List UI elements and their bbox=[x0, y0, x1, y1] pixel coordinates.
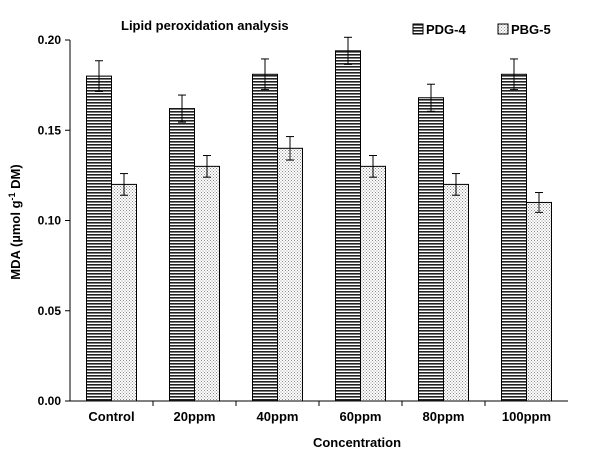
x-tick-label: 20ppm bbox=[174, 409, 216, 424]
y-axis-label: MDA (µmol g-1 DM) bbox=[7, 164, 23, 279]
axes: 0.00 0.05 0.10 0.15 0.20 Control 20ppm 40ppm 60p… bbox=[38, 33, 568, 424]
bar-pbg5 bbox=[443, 183, 469, 402]
x-tick-label: 80ppm bbox=[423, 409, 465, 424]
bar-pdg4 bbox=[418, 97, 444, 402]
bar-pdg4 bbox=[252, 73, 278, 402]
bar-pbg5 bbox=[194, 165, 220, 402]
y-tick-label: 0.05 bbox=[38, 304, 62, 318]
y-tick-label: 0.20 bbox=[38, 33, 62, 47]
legend-swatch-pbg5 bbox=[497, 23, 509, 35]
plot-area bbox=[86, 36, 552, 402]
x-axis-label: Concentration bbox=[313, 435, 401, 450]
bar-pdg4 bbox=[86, 75, 112, 402]
bar-pbg5 bbox=[360, 165, 386, 402]
y-axis-label-tail: DM) bbox=[8, 164, 23, 192]
y-axis-label-sup: -1 bbox=[7, 192, 17, 200]
y-tick-label: 0.00 bbox=[38, 394, 62, 408]
legend-label-pbg5: PBG-5 bbox=[511, 22, 551, 37]
y-axis-label-main: MDA (µmol g bbox=[8, 200, 23, 279]
x-tick-label: 60ppm bbox=[340, 409, 382, 424]
bar-pdg4 bbox=[169, 108, 195, 402]
x-tick-label: Control bbox=[88, 409, 134, 424]
chart-title: Lipid peroxidation analysis bbox=[121, 18, 289, 33]
bar-pbg5 bbox=[526, 201, 552, 402]
legend-label-pdg4: PDG-4 bbox=[426, 22, 467, 37]
y-tick-label: 0.15 bbox=[38, 123, 62, 137]
y-tick-label: 0.10 bbox=[38, 214, 62, 228]
x-tick-label: 40ppm bbox=[257, 409, 299, 424]
bar-pdg4 bbox=[335, 50, 361, 402]
legend: PDG-4 PBG-5 bbox=[412, 22, 551, 37]
bar-pbg5 bbox=[277, 147, 303, 402]
bar-pbg5 bbox=[111, 183, 137, 402]
bar-pdg4 bbox=[501, 73, 527, 402]
x-tick-label: 100ppm bbox=[502, 409, 551, 424]
legend-swatch-pdg4 bbox=[412, 23, 424, 35]
